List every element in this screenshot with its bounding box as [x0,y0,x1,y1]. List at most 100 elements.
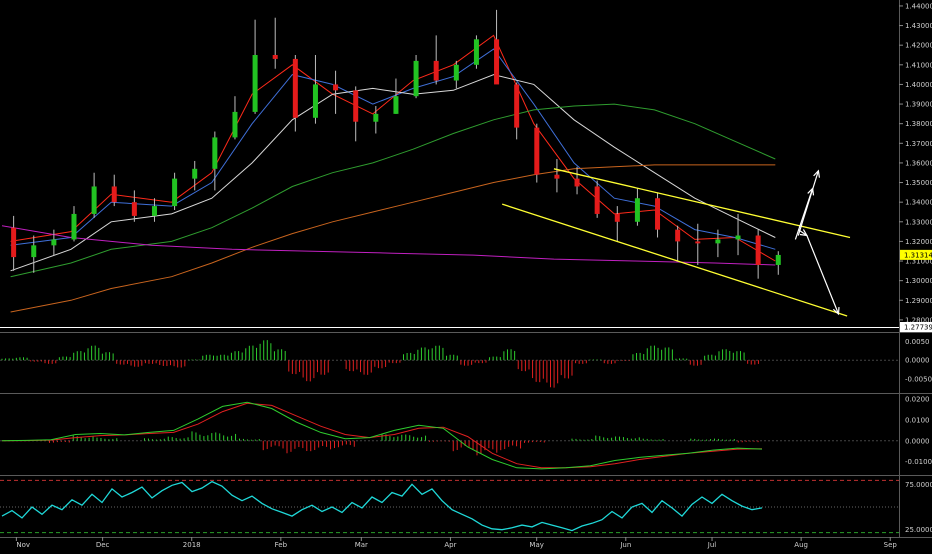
candle-up [393,96,399,114]
price-tick-label: 1.35000 [905,179,932,187]
candle-down [655,198,661,230]
oscillator-panel-1[interactable]: 0.0050 0.0000 -0.0050 [0,338,932,388]
osc1-tick-label: 0.0050 [905,338,930,346]
candle-up [473,39,479,65]
macd-main-line [1,401,763,470]
projection-arrow [806,235,840,315]
candle-down [614,213,620,222]
time-tick-label: Apr [444,541,456,549]
projection-arrow [797,229,808,237]
candle-up [453,64,459,81]
candle-up [735,235,741,240]
osc3-tick-label: 75.0000 [905,481,932,489]
time-tick-label: May [529,541,543,549]
osc2-tick-label: 0.0100 [905,416,930,424]
time-tick-label: Feb [275,541,288,549]
price-tick-label: 1.31000 [905,258,932,266]
osc3-tick-label: 25.0000 [905,526,932,534]
candle-up [232,111,238,138]
candle-down [292,58,298,118]
price-tick-label: 1.43000 [905,22,932,30]
candle-down [574,178,580,187]
projection-arrow [797,170,819,236]
price-tick-label: 1.29000 [905,297,932,305]
osc2-tick-label: 0.0000 [905,437,930,445]
candle-down [675,229,681,242]
moving-average-line [10,103,776,278]
candle-down [494,39,500,85]
candle-down [111,186,117,203]
moving-average-line [1,225,776,266]
candle-down [514,84,520,128]
moving-average-line [10,34,776,262]
time-tick-label: Nov [16,541,30,549]
moving-average-line [10,164,776,313]
price-tick-label: 1.42000 [905,42,932,50]
last-price-badge [900,249,932,260]
candle-up [715,239,721,244]
candle-up [172,178,178,207]
candle-up [413,60,419,97]
candle-down [11,227,17,258]
price-tick-label: 1.38000 [905,120,932,128]
price-tick-label: 1.33000 [905,218,932,226]
candle-up [91,186,97,214]
panel-frames [0,0,932,538]
low-price-label: 1.27739 [904,324,932,332]
time-tick-label: Mar [355,541,368,549]
candle-down [755,235,761,265]
candle-down [433,60,439,81]
osc2-tick-label: 0.0200 [905,396,930,404]
candle-down [131,202,137,216]
low-price-badge [900,322,932,332]
time-tick-label: Dec [96,541,110,549]
price-tick-label: 1.32000 [905,238,932,246]
price-tick-label: 1.36000 [905,159,932,167]
candle-up [373,113,379,122]
price-tick-label: 1.28000 [905,316,932,324]
time-tick-label: Jun [619,541,631,549]
candle-up [634,198,640,222]
oscillator-panel-3[interactable]: 75.0000 25.0000 [0,479,932,534]
time-tick-label: 2018 [183,541,201,549]
projection-arrow-head [799,229,809,237]
candle-up [252,54,258,112]
candle-up [192,168,198,179]
moving-average-line [10,48,776,250]
candle-up [312,84,318,118]
candle-up [31,245,37,258]
price-tick-label: 1.34000 [905,199,932,207]
price-tick-label: 1.39000 [905,101,932,109]
price-tick-label: 1.41000 [905,61,932,69]
channel-trendline [501,203,848,317]
oscillator-panel-2[interactable]: 0.0200 0.0100 0.0000 -0.0100 [0,396,932,470]
price-tick-label: 1.30000 [905,277,932,285]
last-price-label: 1.31314 [904,251,932,259]
candle-down [333,84,339,91]
projection-arrow-head [813,169,821,178]
moving-average-line [10,74,776,272]
candle-up [151,206,157,216]
osc1-tick-label: 0.0000 [905,357,930,365]
candle-down [272,54,278,59]
candle-down [594,186,600,214]
osc3-line [1,480,763,532]
candle-down [695,241,701,244]
candle-down [554,174,560,179]
candle-up [71,213,77,240]
candle-up [775,254,781,265]
price-tick-label: 1.37000 [905,140,932,148]
candle-up [212,137,218,169]
osc1-tick-label: -0.0050 [905,375,932,383]
osc2-tick-label: -0.0100 [905,458,932,466]
time-axis: Nov Dec 2018 Feb Mar Apr May Jun Jul Aug Sep [15,537,898,549]
time-tick-label: Jul [707,541,717,549]
price-tick-label: 1.40000 [905,81,932,89]
price-panel[interactable]: 1.44000 1.43000 1.42000 1.41000 1.40000 1.390… [1,2,932,332]
price-tick-label: 1.44000 [905,2,932,10]
candle-up [51,239,57,246]
time-tick-label: Sep [884,541,898,549]
